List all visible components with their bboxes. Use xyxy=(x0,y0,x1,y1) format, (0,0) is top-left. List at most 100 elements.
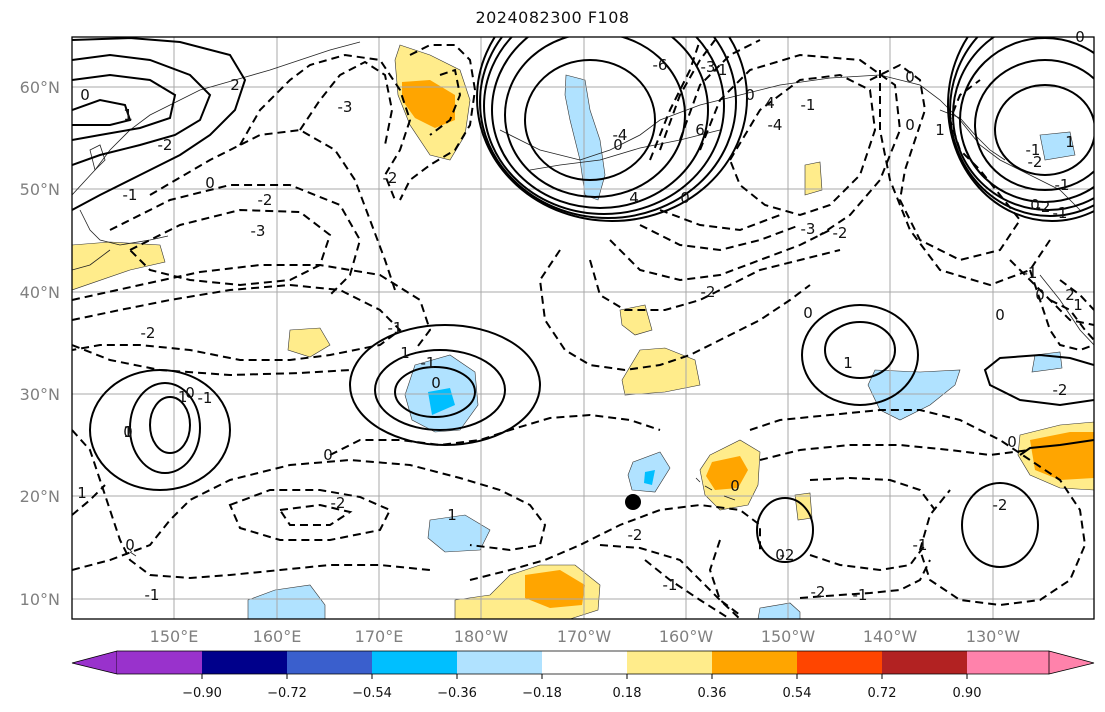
lon-label: 150°W xyxy=(761,627,816,646)
contour-label: 0 xyxy=(185,384,195,402)
contour-label: 1 xyxy=(77,484,87,502)
contour-label: 0 xyxy=(613,136,623,154)
contour-label: -2 xyxy=(258,191,273,209)
contour-label: 1 xyxy=(400,344,410,362)
contour-label: 0 xyxy=(123,423,133,441)
blue-patch xyxy=(644,470,655,485)
colorbar-bin xyxy=(627,651,712,674)
lightblue-patch xyxy=(564,74,606,201)
latitude-labels: 60°N 50°N 40°N 30°N 20°N 10°N xyxy=(20,78,60,609)
contour-label: 0 xyxy=(905,68,915,86)
lon-label: 180°W xyxy=(454,627,509,646)
lightblue-patch xyxy=(757,602,801,619)
lon-label: 140°W xyxy=(863,627,918,646)
contour-label: 0 xyxy=(1035,286,1045,304)
lon-label: 160°E xyxy=(253,627,302,646)
colorbar-tick: −0.36 xyxy=(437,686,477,701)
contour-label: -1 xyxy=(388,319,403,337)
contour-label: -1 xyxy=(853,586,868,604)
contour-label: 0 xyxy=(1007,433,1017,451)
dashed-contours xyxy=(72,39,1094,619)
solid-contours xyxy=(72,37,1094,568)
contour-label: 0 xyxy=(1030,196,1040,214)
colorbar-outline xyxy=(117,650,1049,675)
map-title: 2024082300 F108 xyxy=(475,8,630,27)
colorbar-tick: 0.36 xyxy=(698,686,727,701)
yellow-patch xyxy=(804,161,823,196)
colorbar-tick: −0.18 xyxy=(522,686,562,701)
contour-label: -6 xyxy=(653,56,668,74)
lat-label: 30°N xyxy=(20,385,60,404)
lat-label: 50°N xyxy=(20,180,60,199)
contour-label: -1 xyxy=(1055,176,1070,194)
colorbar: −0.90 −0.72 −0.54 −0.36 −0.18 0.18 0.36 … xyxy=(71,650,1095,701)
contour-label: 0 xyxy=(905,116,915,134)
contour-label: -3 xyxy=(338,98,353,116)
contour-label: 2 xyxy=(1065,286,1075,304)
contour-label: 0 xyxy=(995,306,1005,324)
lat-label: 20°N xyxy=(20,487,60,506)
contour-label: -1 xyxy=(801,96,816,114)
colorbar-tick: 0.72 xyxy=(868,686,897,701)
contour-label: 4 xyxy=(629,189,639,207)
yellow-patch xyxy=(287,327,331,358)
yellow-patch xyxy=(72,241,166,291)
lightblue-patch xyxy=(247,584,326,619)
contour-label: -3 xyxy=(801,220,816,238)
lat-label: 10°N xyxy=(20,590,60,609)
contour-label: 0 xyxy=(431,374,441,392)
contour-label: -2 xyxy=(780,546,795,564)
contour-label: 1 xyxy=(447,506,457,524)
colorbar-tick: 0.54 xyxy=(783,686,812,701)
orange-patch xyxy=(706,456,748,490)
lon-label: 130°W xyxy=(966,627,1021,646)
lon-label: 160°W xyxy=(659,627,714,646)
lon-label: 150°E xyxy=(150,627,199,646)
contour-label: -1 xyxy=(913,536,928,554)
contour-label: 0 xyxy=(730,477,740,495)
station-dot xyxy=(625,494,641,510)
lat-label: 40°N xyxy=(20,283,60,302)
contour-label: -1 xyxy=(1026,141,1041,159)
colorbar-bin xyxy=(882,651,967,674)
colorbar-bin xyxy=(117,651,202,674)
map-area xyxy=(72,37,1094,619)
contour-label: 4 xyxy=(765,94,775,112)
contour-label: -1 xyxy=(145,586,160,604)
contour-label: 0 xyxy=(323,446,333,464)
contour-label: -1 xyxy=(1053,204,1068,222)
contour-label: 0 xyxy=(803,304,813,322)
lon-label: 170°W xyxy=(557,627,612,646)
gridlines xyxy=(72,37,1094,619)
contour-label: -2 xyxy=(331,494,346,512)
contour-label: 0 xyxy=(745,86,755,104)
contour-label: 1 xyxy=(843,354,853,372)
colorbar-right-extend xyxy=(1048,650,1095,675)
contour-label: -1 xyxy=(421,354,436,372)
contour-label: -2 xyxy=(1053,381,1068,399)
yellow-patch xyxy=(619,304,653,336)
contour-label: 0 xyxy=(680,189,690,207)
contour-label: -3 xyxy=(701,58,716,76)
colorbar-bin xyxy=(967,651,1049,674)
colorbar-tick: −0.54 xyxy=(352,686,392,701)
colorbar-bin xyxy=(542,651,627,674)
colorbar-bin xyxy=(372,651,457,674)
blue-patch xyxy=(428,388,455,415)
map-frame xyxy=(71,36,1095,620)
contour-label: -2 xyxy=(833,224,848,242)
contour-label: 1 xyxy=(1065,133,1075,151)
lightblue-patch xyxy=(427,514,491,553)
orange-patch xyxy=(402,80,455,128)
colorbar-bin xyxy=(202,651,287,674)
contour-label: -4 xyxy=(768,116,783,134)
lightblue-patch xyxy=(1039,131,1076,161)
colorbar-tick: 0.18 xyxy=(613,686,642,701)
contour-label: -4 xyxy=(613,126,628,144)
contour-label: -1 xyxy=(1023,264,1038,282)
contour-label: -2 xyxy=(701,283,716,301)
contour-label: -2 xyxy=(141,324,156,342)
colorbar-bin xyxy=(712,651,797,674)
contour-label: -2 xyxy=(383,169,398,187)
contour-label: -2 xyxy=(628,526,643,544)
